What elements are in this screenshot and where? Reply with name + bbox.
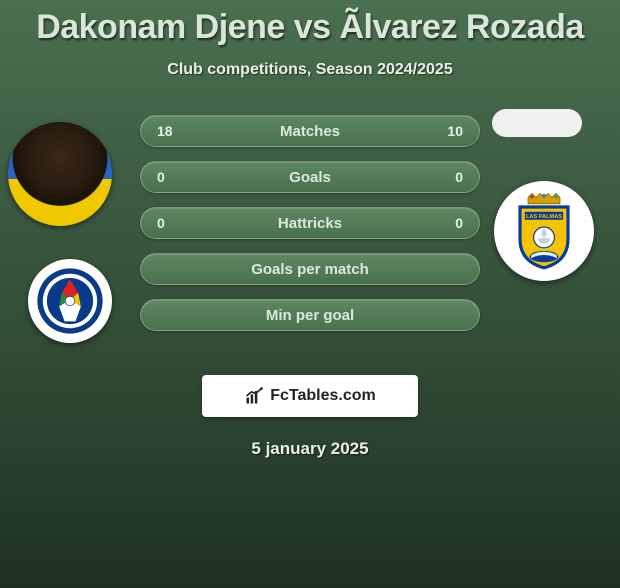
club-right-badge: LAS PALMAS	[494, 181, 594, 281]
stat-label: Hattricks	[278, 215, 342, 232]
footer-date: 5 january 2025	[0, 439, 620, 459]
stat-label: Goals per match	[251, 261, 369, 278]
stat-rows: 18 Matches 10 0 Goals 0 0 Hattricks 0 Goals per m…	[140, 115, 480, 345]
stat-left-value: 18	[157, 123, 187, 139]
chart-icon	[244, 386, 264, 406]
stat-left-value: 0	[157, 215, 187, 231]
stat-right-value: 10	[433, 123, 463, 139]
page-title: Dakonam Djene vs Ãlvarez Rozada	[0, 8, 620, 47]
stat-right-value: 0	[433, 215, 463, 231]
stat-label: Matches	[280, 123, 340, 140]
stat-row: 18 Matches 10	[140, 115, 480, 147]
getafe-crest-icon	[36, 267, 104, 335]
player-left-avatar	[8, 122, 112, 226]
brand-text: FcTables.com	[270, 387, 376, 405]
stat-row: Min per goal	[140, 299, 480, 331]
club-left-badge	[28, 259, 112, 343]
left-player-group	[8, 109, 128, 369]
right-player-group: LAS PALMAS	[492, 109, 612, 369]
svg-text:LAS PALMAS: LAS PALMAS	[526, 214, 562, 220]
laspalmas-crest-icon: LAS PALMAS	[504, 191, 584, 271]
stat-label: Goals	[289, 169, 331, 186]
stat-left-value: 0	[157, 169, 187, 185]
brand-badge[interactable]: FcTables.com	[202, 375, 418, 417]
stat-right-value: 0	[433, 169, 463, 185]
stat-label: Min per goal	[266, 307, 354, 324]
stat-row: 0 Hattricks 0	[140, 207, 480, 239]
stat-row: Goals per match	[140, 253, 480, 285]
stat-row: 0 Goals 0	[140, 161, 480, 193]
player-right-avatar	[492, 109, 582, 137]
subtitle: Club competitions, Season 2024/2025	[0, 61, 620, 79]
comparison-panel: LAS PALMAS 18Matches100Goals00Hattricks0…	[0, 109, 620, 369]
